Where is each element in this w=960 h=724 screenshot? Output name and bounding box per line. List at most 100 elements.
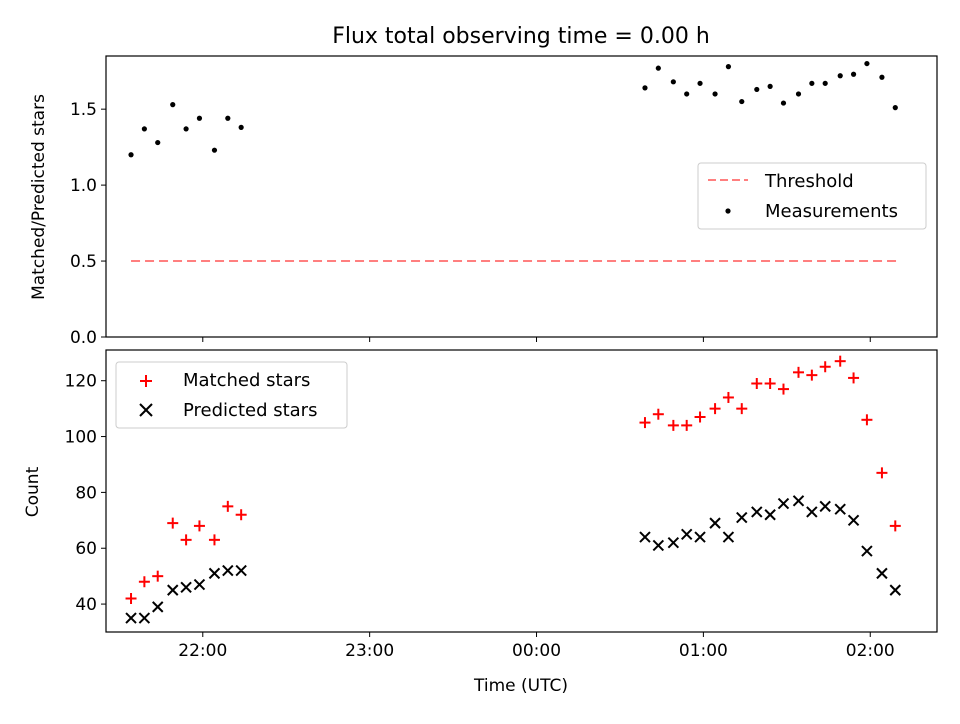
matched-star-point: [193, 520, 205, 532]
bottom-axes-frame: [105, 349, 938, 633]
measurement-point: [211, 147, 218, 153]
measurement-point: [767, 83, 773, 89]
legend-measurements-label: Measurements: [765, 201, 898, 222]
predicted-star-point: [152, 601, 164, 613]
measurement-point: [879, 74, 885, 80]
legend-predicted-label: Predicted stars: [183, 400, 317, 421]
predicted-star-point: [876, 567, 888, 580]
x-axis-label: Time (UTC): [473, 676, 568, 696]
y-tick-label: 80: [75, 483, 97, 503]
predicted-star-point: [667, 536, 680, 549]
predicted-star-point: [680, 528, 693, 540]
matched-star-point: [819, 361, 831, 373]
y-tick-label: 1.0: [70, 176, 97, 196]
top-axes-frame: [105, 55, 938, 338]
legend-matched-swatch: [140, 375, 152, 387]
predicted-star-point: [208, 567, 221, 580]
y-tick-label: 120: [65, 372, 97, 392]
matched-star-point: [639, 417, 651, 429]
measurement-point: [183, 126, 189, 132]
y-tick-label: 60: [75, 539, 97, 559]
measurement-point: [850, 71, 857, 77]
predicted-star-point: [751, 506, 763, 518]
matched-star-point: [681, 419, 693, 431]
measurement-point: [697, 80, 703, 86]
predicted-star-point: [889, 584, 901, 596]
legend-predicted-swatch: [139, 403, 153, 417]
bottom-plot-marks: [125, 355, 901, 624]
predicted-star-point: [792, 495, 805, 507]
predicted-star-point: [138, 612, 151, 624]
measurement-point: [780, 100, 787, 106]
predicted-star-point: [736, 511, 748, 524]
predicted-star-point: [235, 564, 247, 577]
measurement-point: [655, 65, 661, 71]
measurement-point: [141, 126, 147, 132]
measurement-point: [712, 91, 718, 97]
measurement-point: [670, 79, 676, 85]
measurement-point: [795, 91, 802, 97]
predicted-star-point: [193, 578, 206, 591]
legend-threshold-label: Threshold: [764, 171, 854, 192]
predicted-star-point: [819, 500, 831, 513]
legend-matched-label: Matched stars: [183, 370, 310, 391]
predicted-star-point: [167, 584, 179, 596]
measurement-point: [864, 60, 870, 67]
matched-star-point: [652, 408, 664, 420]
y-tick-label: 40: [75, 595, 97, 615]
predicted-star-point: [652, 539, 665, 552]
predicted-star-point: [861, 545, 873, 557]
x-tick-label: 01:00: [679, 641, 728, 661]
legend-measurements-swatch: [725, 208, 731, 214]
matched-star-point: [861, 414, 873, 426]
matched-star-point: [722, 391, 734, 403]
x-tick-label: 23:00: [345, 641, 394, 661]
predicted-star-point: [722, 531, 735, 543]
matched-star-point: [777, 383, 789, 395]
chart-title: Flux total observing time = 0.00 h: [332, 24, 710, 49]
top-legend: Threshold Measurements: [697, 162, 927, 230]
measurement-point: [238, 124, 244, 130]
predicted-star-point: [777, 497, 790, 510]
predicted-star-point: [709, 517, 721, 529]
matched-star-point: [793, 366, 804, 378]
matched-star-point: [152, 570, 164, 582]
measurement-point: [170, 102, 176, 108]
matched-star-point: [806, 369, 818, 381]
x-tick-label: 22:00: [178, 641, 227, 661]
matched-star-point: [736, 403, 748, 415]
matched-star-point: [167, 517, 179, 529]
matched-star-point: [834, 355, 846, 367]
measurement-point: [837, 73, 843, 79]
y-tick-label: 0.5: [70, 252, 97, 272]
x-tick-label: 00:00: [512, 641, 561, 661]
matched-star-point: [876, 467, 888, 479]
measurement-point: [225, 115, 231, 121]
predicted-star-point: [694, 531, 706, 543]
measurement-point: [822, 80, 828, 86]
predicted-star-point: [847, 514, 860, 527]
bottom-x-ticks: 22:00 23:00 00:00 01:00 02:00: [178, 632, 895, 661]
predicted-star-point: [180, 581, 192, 594]
measurement-point: [196, 115, 203, 121]
matched-star-point: [180, 534, 192, 546]
predicted-star-point: [806, 506, 818, 518]
top-plot-marks: [128, 60, 899, 263]
measurement-point: [725, 64, 732, 70]
matched-star-point: [889, 520, 901, 532]
measurement-point: [754, 86, 760, 93]
top-legend-box: [697, 162, 927, 230]
predicted-star-point: [834, 503, 846, 515]
matched-star-point: [694, 411, 706, 423]
measurement-point: [892, 105, 898, 111]
measurement-point: [739, 98, 745, 105]
measurement-point: [642, 85, 648, 91]
matched-star-point: [138, 576, 150, 588]
y-tick-label: 1.5: [70, 100, 97, 120]
matched-star-point: [709, 403, 721, 415]
top-x-ticks: [202, 337, 871, 342]
top-y-ticks: 0.0 0.5 1.0 1.5: [70, 100, 106, 348]
y-tick-label: 0.0: [70, 328, 97, 348]
matched-star-point: [751, 378, 763, 390]
